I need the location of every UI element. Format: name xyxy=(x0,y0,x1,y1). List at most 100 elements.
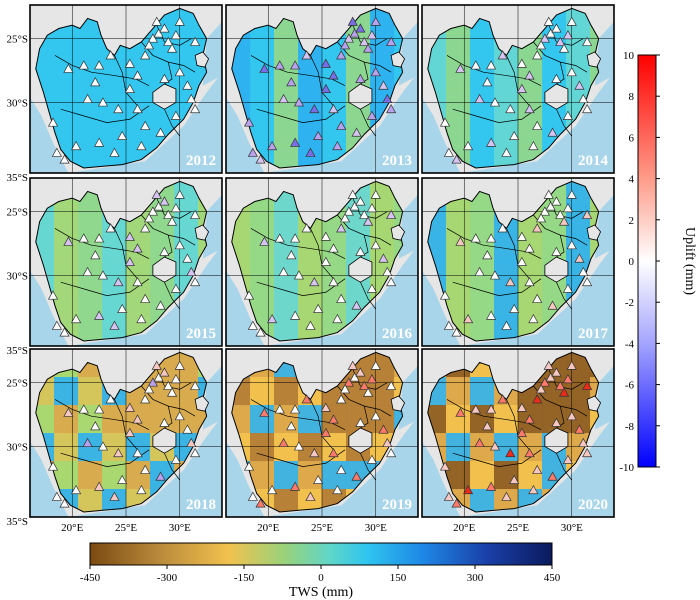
station-triangle-marker xyxy=(509,130,520,140)
panel-frame xyxy=(421,348,615,518)
station-triangle-marker xyxy=(486,60,497,70)
station-triangle-marker xyxy=(328,243,339,253)
station-triangle-marker xyxy=(386,447,397,458)
station-triangle-marker xyxy=(266,313,278,324)
latitude-tick-label: 25°S xyxy=(6,34,28,46)
ocean-area xyxy=(30,441,69,517)
station-triangle-marker xyxy=(293,270,305,280)
station-triangle-marker xyxy=(349,201,360,211)
station-triangle-marker xyxy=(355,417,366,427)
station-triangle-marker xyxy=(482,77,493,87)
station-triangle-marker xyxy=(82,93,93,104)
station-triangle-marker xyxy=(59,154,70,164)
station-triangle-marker xyxy=(132,103,143,114)
station-triangle-marker xyxy=(117,130,128,140)
eswatini xyxy=(194,395,210,412)
province-boundary xyxy=(164,282,181,310)
longitude-tick-label: 30°E xyxy=(561,522,583,534)
uplift-colorbar-tick-label: 4 xyxy=(629,174,635,186)
station-triangle-marker xyxy=(370,66,381,77)
station-triangle-marker xyxy=(243,117,255,127)
eswatini xyxy=(586,224,602,241)
station-triangle-marker xyxy=(182,424,193,434)
country-border xyxy=(427,7,600,169)
country-border xyxy=(231,351,404,513)
station-triangle-marker xyxy=(574,424,585,434)
station-triangle-marker xyxy=(113,276,124,287)
station-triangle-marker xyxy=(51,491,62,501)
uplift-colorbar-tick-label: -4 xyxy=(625,338,635,350)
year-label: 2020 xyxy=(578,497,608,513)
station-triangle-marker xyxy=(486,233,497,243)
ocean-area xyxy=(30,270,69,346)
map-panel-2020: 2020 xyxy=(421,348,615,518)
station-triangle-marker xyxy=(97,270,109,280)
gnss-stations xyxy=(47,189,201,337)
station-triangle-marker xyxy=(378,80,389,90)
tws-colorbar-gradient xyxy=(89,542,553,566)
station-triangle-marker xyxy=(97,97,109,107)
station-triangle-marker xyxy=(143,213,155,223)
station-triangle-marker xyxy=(543,16,554,26)
station-triangle-marker xyxy=(370,189,381,199)
station-triangle-marker xyxy=(163,209,174,219)
station-triangle-marker xyxy=(90,421,101,431)
eswatini xyxy=(390,51,406,68)
province-boundary xyxy=(310,55,334,107)
province-boundary xyxy=(556,453,573,481)
longitude-tick-label: 30°E xyxy=(365,522,387,534)
station-triangle-marker xyxy=(505,103,516,114)
station-triangle-marker xyxy=(501,491,512,501)
station-triangle-marker xyxy=(320,231,331,241)
station-triangle-marker xyxy=(305,147,316,157)
station-triangle-marker xyxy=(386,209,397,219)
panel-frame xyxy=(225,348,419,518)
longitude-tick-label: 25°E xyxy=(311,522,333,534)
uplift-colorbar-tick-label: 8 xyxy=(629,91,635,103)
eswatini xyxy=(194,224,210,241)
station-triangle-marker xyxy=(558,43,570,53)
station-triangle-marker xyxy=(378,253,389,263)
station-triangle-marker xyxy=(366,30,378,40)
province-boundary xyxy=(506,55,530,107)
station-triangle-marker xyxy=(328,276,339,287)
uplift-colorbar-tick-label: 2 xyxy=(629,215,635,227)
station-triangle-marker xyxy=(336,293,347,303)
station-triangle-marker xyxy=(359,36,370,46)
station-triangle-marker xyxy=(370,410,381,421)
station-triangle-marker xyxy=(362,43,374,53)
station-triangle-marker xyxy=(174,239,185,250)
station-triangle-marker xyxy=(90,250,101,260)
station-triangle-marker xyxy=(462,140,474,151)
station-triangle-marker xyxy=(343,377,354,387)
station-triangle-marker xyxy=(332,313,343,324)
station-triangle-marker xyxy=(247,147,258,157)
station-triangle-marker xyxy=(113,447,124,458)
station-triangle-marker xyxy=(386,276,397,287)
station-triangle-marker xyxy=(336,223,347,233)
station-triangle-marker xyxy=(551,23,562,33)
station-triangle-marker xyxy=(343,206,354,216)
province-boundary xyxy=(250,399,346,430)
station-triangle-marker xyxy=(132,243,143,253)
station-triangle-marker xyxy=(124,256,135,266)
panel-frame xyxy=(29,4,223,174)
station-triangle-marker xyxy=(94,404,105,414)
province-boundary xyxy=(446,399,542,430)
station-triangle-marker xyxy=(547,300,558,310)
station-triangle-marker xyxy=(558,216,570,226)
station-triangle-marker xyxy=(528,313,539,324)
station-triangle-marker xyxy=(528,140,539,151)
station-triangle-marker xyxy=(382,437,393,448)
province-boundary xyxy=(452,278,542,296)
station-triangle-marker xyxy=(94,137,105,147)
gnss-stations xyxy=(439,189,593,337)
station-triangle-marker xyxy=(182,80,193,90)
gnss-stations xyxy=(243,16,397,164)
station-triangle-marker xyxy=(439,117,451,127)
station-triangle-marker xyxy=(63,63,74,73)
station-triangle-marker xyxy=(247,320,258,330)
uplift-colorbar-tick-label: 10 xyxy=(623,50,635,62)
station-triangle-marker xyxy=(455,236,466,246)
station-triangle-marker xyxy=(524,70,535,80)
